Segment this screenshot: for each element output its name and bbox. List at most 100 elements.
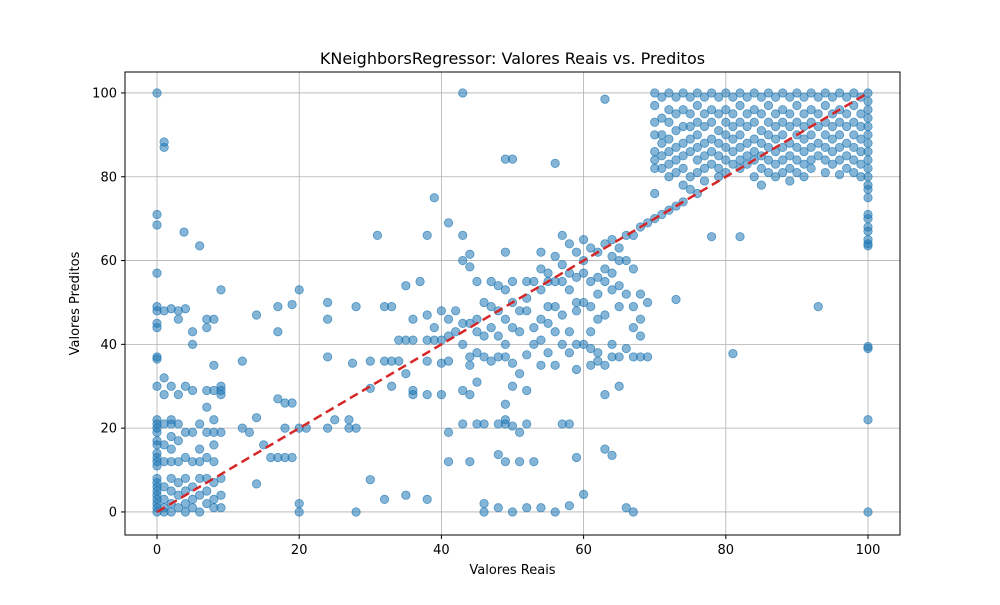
data-point — [834, 88, 845, 98]
data-point — [507, 276, 518, 287]
data-point — [486, 356, 496, 366]
data-point — [735, 142, 745, 153]
data-point — [799, 109, 809, 119]
data-point — [507, 421, 518, 431]
data-point — [827, 92, 838, 102]
data-point — [173, 314, 183, 324]
data-point — [863, 163, 873, 173]
axes-frame — [124, 71, 901, 536]
data-point — [536, 335, 546, 345]
data-point — [251, 479, 262, 489]
data-point — [650, 188, 660, 199]
data-point — [493, 503, 503, 513]
data-point — [664, 159, 674, 169]
data-point — [728, 159, 738, 169]
data-point — [586, 360, 596, 370]
data-point — [536, 264, 546, 274]
data-point — [657, 163, 667, 173]
data-point — [550, 158, 560, 168]
data-point — [458, 419, 468, 429]
data-point — [251, 310, 262, 320]
data-point — [422, 356, 432, 366]
data-point — [678, 138, 688, 148]
data-point — [479, 331, 489, 341]
data-point — [756, 180, 766, 190]
data-point — [706, 105, 717, 115]
data-point — [728, 121, 738, 132]
data-point — [180, 473, 191, 484]
data-point — [820, 88, 830, 98]
data-point — [685, 121, 695, 132]
data-point — [187, 385, 198, 396]
data-point — [529, 276, 539, 287]
data-point — [635, 331, 646, 341]
data-point — [394, 356, 404, 366]
data-point — [742, 121, 752, 132]
data-point — [387, 302, 397, 312]
data-point — [578, 489, 589, 499]
data-point — [721, 105, 731, 115]
y-tick-label: 100 — [92, 86, 117, 101]
data-point — [607, 339, 617, 349]
data-point — [664, 117, 674, 127]
data-point — [273, 394, 283, 404]
data-point — [564, 285, 574, 295]
data-point — [678, 105, 688, 115]
data-point — [600, 276, 610, 287]
data-point — [863, 88, 873, 98]
data-point — [834, 155, 845, 165]
y-axis-label: Valores Preditos — [68, 251, 83, 355]
data-point — [479, 352, 489, 362]
data-point — [813, 151, 823, 161]
data-point — [827, 134, 838, 144]
data-point — [863, 241, 873, 251]
data-point — [365, 356, 375, 366]
data-point — [607, 251, 617, 261]
data-point — [600, 360, 610, 370]
data-point — [195, 490, 205, 500]
data-point — [443, 356, 454, 366]
data-point — [387, 381, 397, 391]
data-point — [820, 167, 830, 178]
data-point — [699, 151, 710, 161]
data-point — [813, 92, 823, 102]
data-point — [671, 167, 681, 178]
data-point — [287, 452, 297, 463]
data-point — [507, 154, 518, 164]
data-point — [650, 117, 660, 127]
data-point — [792, 155, 802, 165]
data-point — [486, 276, 496, 287]
data-point — [813, 302, 823, 312]
data-point — [578, 297, 589, 308]
data-point — [827, 147, 838, 157]
data-point — [785, 92, 795, 102]
data-point — [678, 163, 688, 173]
data-point — [813, 138, 823, 148]
data-point — [763, 100, 774, 111]
data-point — [180, 381, 191, 391]
data-point — [408, 314, 418, 324]
data-point — [216, 503, 226, 513]
data-point — [458, 88, 468, 98]
data-point — [706, 147, 717, 157]
data-point — [714, 138, 724, 148]
data-point — [735, 117, 745, 127]
data-point — [799, 92, 809, 102]
data-point — [543, 318, 553, 328]
data-point — [536, 247, 546, 257]
data-point — [600, 310, 610, 320]
data-point — [799, 172, 809, 182]
data-point — [195, 444, 205, 454]
data-point — [863, 214, 873, 224]
data-point — [621, 503, 631, 513]
data-point — [621, 289, 631, 299]
data-point — [856, 109, 866, 119]
data-point — [152, 461, 162, 471]
data-point — [529, 322, 539, 333]
data-point — [529, 339, 539, 349]
data-point — [628, 302, 638, 312]
data-point — [849, 130, 859, 140]
data-point — [443, 457, 454, 467]
data-point — [557, 260, 567, 270]
